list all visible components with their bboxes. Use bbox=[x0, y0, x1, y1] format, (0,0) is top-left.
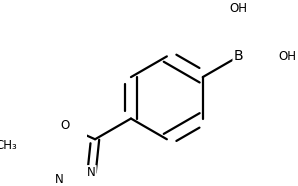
Text: B: B bbox=[234, 49, 243, 63]
Text: N: N bbox=[55, 173, 64, 185]
Text: CH₃: CH₃ bbox=[0, 139, 17, 152]
Text: N: N bbox=[87, 166, 96, 179]
Text: OH: OH bbox=[278, 50, 296, 63]
Text: O: O bbox=[60, 119, 69, 132]
Text: OH: OH bbox=[230, 2, 248, 15]
